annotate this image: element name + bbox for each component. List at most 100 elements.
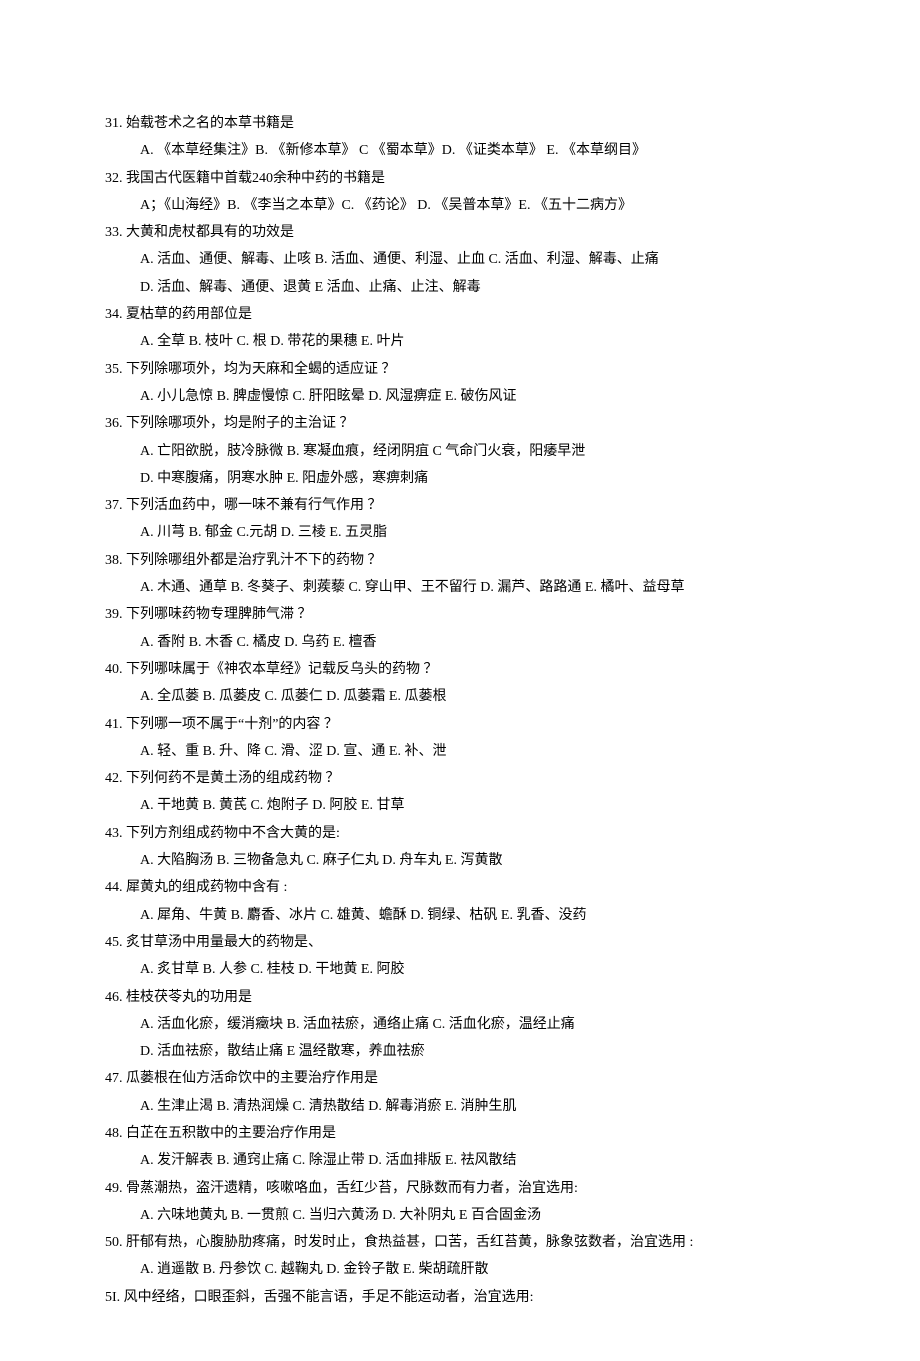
question-stem: 34. 夏枯草的药用部位是	[105, 301, 815, 328]
question-block: 38. 下列除哪组外都是治疗乳汁不下的药物 ？A. 木通、通草 B. 冬葵子、刺…	[105, 547, 815, 602]
question-number: 39.	[105, 607, 123, 622]
question-text: 始载苍术之名的本草书籍是	[123, 116, 295, 131]
question-options-line: A. 逍遥散 B. 丹参饮 C. 越鞠丸 D. 金铃子散 E. 柴胡疏肝散	[105, 1256, 815, 1283]
question-number: 31.	[105, 116, 123, 131]
question-options-line: A. 小儿急惊 B. 脾虚慢惊 C. 肝阳眩晕 D. 风湿痹症 E. 破伤风证	[105, 383, 815, 410]
question-number: 38.	[105, 553, 123, 568]
question-block: 43. 下列方剂组成药物中不含大黄的是:A. 大陷胸汤 B. 三物备急丸 C. …	[105, 820, 815, 875]
question-block: 45. 炙甘草汤中用量最大的药物是、A. 炙甘草 B. 人参 C. 桂枝 D. …	[105, 929, 815, 984]
question-text: 下列除哪项外，均为天麻和全蝎的适应证 ？	[123, 362, 396, 377]
question-block: 44. 犀黄丸的组成药物中含有 :A. 犀角、牛黄 B. 麝香、冰片 C. 雄黄…	[105, 874, 815, 929]
question-options-line: D. 中寒腹痛，阴寒水肿 E. 阳虚外感，寒痹刺痛	[105, 465, 815, 492]
question-stem: 45. 炙甘草汤中用量最大的药物是、	[105, 929, 815, 956]
question-options-line: A. 《本草经集注》B. 《新修本草》 C 《蜀本草》D. 《证类本草》 E. …	[105, 137, 815, 164]
question-stem: 31. 始载苍术之名的本草书籍是	[105, 110, 815, 137]
question-number: 36.	[105, 416, 123, 431]
question-block: 49. 骨蒸潮热，盗汗遗精，咳嗽咯血，舌红少苔，尺脉数而有力者，治宜选用:A. …	[105, 1175, 815, 1230]
question-block: 39. 下列哪味药物专理脾肺气滞 ？A. 香附 B. 木香 C. 橘皮 D. 乌…	[105, 601, 815, 656]
question-options-line: A. 全瓜蒌 B. 瓜蒌皮 C. 瓜蒌仁 D. 瓜蒌霜 E. 瓜蒌根	[105, 683, 815, 710]
question-text: 下列哪味属于《神农本草经》记载反乌头的药物 ？	[123, 662, 438, 677]
question-block: 36. 下列除哪项外，均是附子的主治证 ？A. 亡阳欲脱，肢冷脉微 B. 寒凝血…	[105, 410, 815, 492]
question-stem: 39. 下列哪味药物专理脾肺气滞 ？	[105, 601, 815, 628]
question-block: 40. 下列哪味属于《神农本草经》记载反乌头的药物 ？A. 全瓜蒌 B. 瓜蒌皮…	[105, 656, 815, 711]
question-number: 35.	[105, 362, 123, 377]
exam-questions-page: 31. 始载苍术之名的本草书籍是A. 《本草经集注》B. 《新修本草》 C 《蜀…	[105, 110, 815, 1311]
question-options-line: A. 生津止渴 B. 清热润燥 C. 清热散结 D. 解毒消瘀 E. 消肿生肌	[105, 1093, 815, 1120]
question-options-line: A. 发汗解表 B. 通窍止痛 C. 除湿止带 D. 活血排版 E. 祛风散结	[105, 1147, 815, 1174]
question-block: 50. 肝郁有热，心腹胁肋疼痛，时发时止，食热益甚，口苦，舌红苔黄，脉象弦数者，…	[105, 1229, 815, 1284]
question-number: 32.	[105, 171, 123, 186]
question-block: 31. 始载苍术之名的本草书籍是A. 《本草经集注》B. 《新修本草》 C 《蜀…	[105, 110, 815, 165]
question-block: 34. 夏枯草的药用部位是A. 全草 B. 枝叶 C. 根 D. 带花的果穗 E…	[105, 301, 815, 356]
question-text: 下列哪一项不属于“十剂”的内容 ？	[123, 717, 338, 732]
question-stem: 41. 下列哪一项不属于“十剂”的内容 ？	[105, 711, 815, 738]
question-number: 40.	[105, 662, 123, 677]
question-text: 炙甘草汤中用量最大的药物是、	[123, 935, 323, 950]
question-number: 37.	[105, 498, 123, 513]
question-number: 46.	[105, 990, 123, 1005]
question-text: 肝郁有热，心腹胁肋疼痛，时发时止，食热益甚，口苦，舌红苔黄，脉象弦数者，治宜选用…	[123, 1235, 694, 1250]
question-options-line: A. 炙甘草 B. 人参 C. 桂枝 D. 干地黄 E. 阿胶	[105, 956, 815, 983]
question-number: 49.	[105, 1181, 123, 1196]
question-options-line: A. 干地黄 B. 黄芪 C. 炮附子 D. 阿胶 E. 甘草	[105, 792, 815, 819]
question-text: 桂枝茯苓丸的功用是	[123, 990, 253, 1005]
question-text: 骨蒸潮热，盗汗遗精，咳嗽咯血，舌红少苔，尺脉数而有力者，治宜选用:	[123, 1181, 578, 1196]
question-number: 5I.	[105, 1290, 120, 1305]
question-text: 下列除哪项外，均是附子的主治证 ？	[123, 416, 354, 431]
question-stem: 35. 下列除哪项外，均为天麻和全蝎的适应证 ？	[105, 356, 815, 383]
question-options-line: A. 轻、重 B. 升、降 C. 滑、涩 D. 宣、通 E. 补、泄	[105, 738, 815, 765]
question-text: 下列何药不是黄土汤的组成药物 ？	[123, 771, 340, 786]
question-block: 35. 下列除哪项外，均为天麻和全蝎的适应证 ？A. 小儿急惊 B. 脾虚慢惊 …	[105, 356, 815, 411]
question-options-line: A. 香附 B. 木香 C. 橘皮 D. 乌药 E. 檀香	[105, 629, 815, 656]
question-stem: 48. 白芷在五积散中的主要治疗作用是	[105, 1120, 815, 1147]
question-text: 下列活血药中，哪一味不兼有行气作用 ？	[123, 498, 382, 513]
question-stem: 43. 下列方剂组成药物中不含大黄的是:	[105, 820, 815, 847]
question-options-line: D. 活血、解毒、通便、退黄 E 活血、止痛、止注、解毒	[105, 274, 815, 301]
question-options-line: A. 活血、通便、解毒、止咳 B. 活血、通便、利湿、止血 C. 活血、利湿、解…	[105, 246, 815, 273]
question-stem: 44. 犀黄丸的组成药物中含有 :	[105, 874, 815, 901]
question-stem: 49. 骨蒸潮热，盗汗遗精，咳嗽咯血，舌红少苔，尺脉数而有力者，治宜选用:	[105, 1175, 815, 1202]
question-text: 我国古代医籍中首载240余种中药的书籍是	[123, 171, 386, 186]
question-options-line: A. 活血化瘀，缓消癥块 B. 活血祛瘀，通络止痛 C. 活血化瘀，温经止痛	[105, 1011, 815, 1038]
question-text: 大黄和虎杖都具有的功效是	[123, 225, 295, 240]
question-stem: 32. 我国古代医籍中首载240余种中药的书籍是	[105, 165, 815, 192]
question-text: 白芷在五积散中的主要治疗作用是	[123, 1126, 337, 1141]
question-options-line: A. 川芎 B. 郁金 C.元胡 D. 三棱 E. 五灵脂	[105, 519, 815, 546]
question-options-line: A；《山海经》B. 《李当之本草》C. 《药论》 D. 《吴普本草》E. 《五十…	[105, 192, 815, 219]
question-text: 下列哪味药物专理脾肺气滞 ？	[123, 607, 312, 622]
question-number: 41.	[105, 717, 123, 732]
question-block: 46. 桂枝茯苓丸的功用是 A. 活血化瘀，缓消癥块 B. 活血祛瘀，通络止痛 C…	[105, 984, 815, 1066]
question-number: 45.	[105, 935, 123, 950]
question-options-line: A. 木通、通草 B. 冬葵子、刺蒺藜 C. 穿山甲、王不留行 D. 漏芦、路路…	[105, 574, 815, 601]
question-block: 48. 白芷在五积散中的主要治疗作用是A. 发汗解表 B. 通窍止痛 C. 除湿…	[105, 1120, 815, 1175]
question-stem: 40. 下列哪味属于《神农本草经》记载反乌头的药物 ？	[105, 656, 815, 683]
question-options-line: A. 亡阳欲脱，肢冷脉微 B. 寒凝血痕，经闭阴疽 C 气命门火衰，阳痿早泄	[105, 438, 815, 465]
question-number: 33.	[105, 225, 123, 240]
question-text: 风中经络，口眼歪斜，舌强不能言语，手足不能运动者，治宜选用:	[120, 1290, 533, 1305]
question-stem: 5I. 风中经络，口眼歪斜，舌强不能言语，手足不能运动者，治宜选用:	[105, 1284, 815, 1311]
question-text: 下列除哪组外都是治疗乳汁不下的药物 ？	[123, 553, 382, 568]
question-block: 42. 下列何药不是黄土汤的组成药物 ？A. 干地黄 B. 黄芪 C. 炮附子 …	[105, 765, 815, 820]
question-stem: 47. 瓜蒌根在仙方活命饮中的主要治疗作用是	[105, 1065, 815, 1092]
question-stem: 42. 下列何药不是黄土汤的组成药物 ？	[105, 765, 815, 792]
question-block: 47. 瓜蒌根在仙方活命饮中的主要治疗作用是A. 生津止渴 B. 清热润燥 C.…	[105, 1065, 815, 1120]
question-stem: 38. 下列除哪组外都是治疗乳汁不下的药物 ？	[105, 547, 815, 574]
question-options-line: A. 大陷胸汤 B. 三物备急丸 C. 麻子仁丸 D. 舟车丸 E. 泻黄散	[105, 847, 815, 874]
question-block: 41. 下列哪一项不属于“十剂”的内容 ？A. 轻、重 B. 升、降 C. 滑、…	[105, 711, 815, 766]
question-text: 下列方剂组成药物中不含大黄的是:	[123, 826, 340, 841]
question-options-line: D. 活血祛瘀，散结止痛 E 温经散寒，养血祛瘀	[105, 1038, 815, 1065]
question-options-line: A. 六味地黄丸 B. 一贯煎 C. 当归六黄汤 D. 大补阴丸 E 百合固金汤	[105, 1202, 815, 1229]
question-number: 48.	[105, 1126, 123, 1141]
question-stem: 33. 大黄和虎杖都具有的功效是	[105, 219, 815, 246]
question-stem: 36. 下列除哪项外，均是附子的主治证 ？	[105, 410, 815, 437]
question-block: 32. 我国古代医籍中首载240余种中药的书籍是A；《山海经》B. 《李当之本草…	[105, 165, 815, 220]
question-number: 44.	[105, 880, 123, 895]
question-options-line: A. 犀角、牛黄 B. 麝香、冰片 C. 雄黄、蟾酥 D. 铜绿、枯矾 E. 乳…	[105, 902, 815, 929]
question-number: 47.	[105, 1071, 123, 1086]
question-stem: 37. 下列活血药中，哪一味不兼有行气作用 ？	[105, 492, 815, 519]
question-options-line: A. 全草 B. 枝叶 C. 根 D. 带花的果穗 E. 叶片	[105, 328, 815, 355]
question-text: 瓜蒌根在仙方活命饮中的主要治疗作用是	[123, 1071, 379, 1086]
question-number: 50.	[105, 1235, 123, 1250]
question-block: 5I. 风中经络，口眼歪斜，舌强不能言语，手足不能运动者，治宜选用:	[105, 1284, 815, 1311]
question-text: 夏枯草的药用部位是	[123, 307, 253, 322]
